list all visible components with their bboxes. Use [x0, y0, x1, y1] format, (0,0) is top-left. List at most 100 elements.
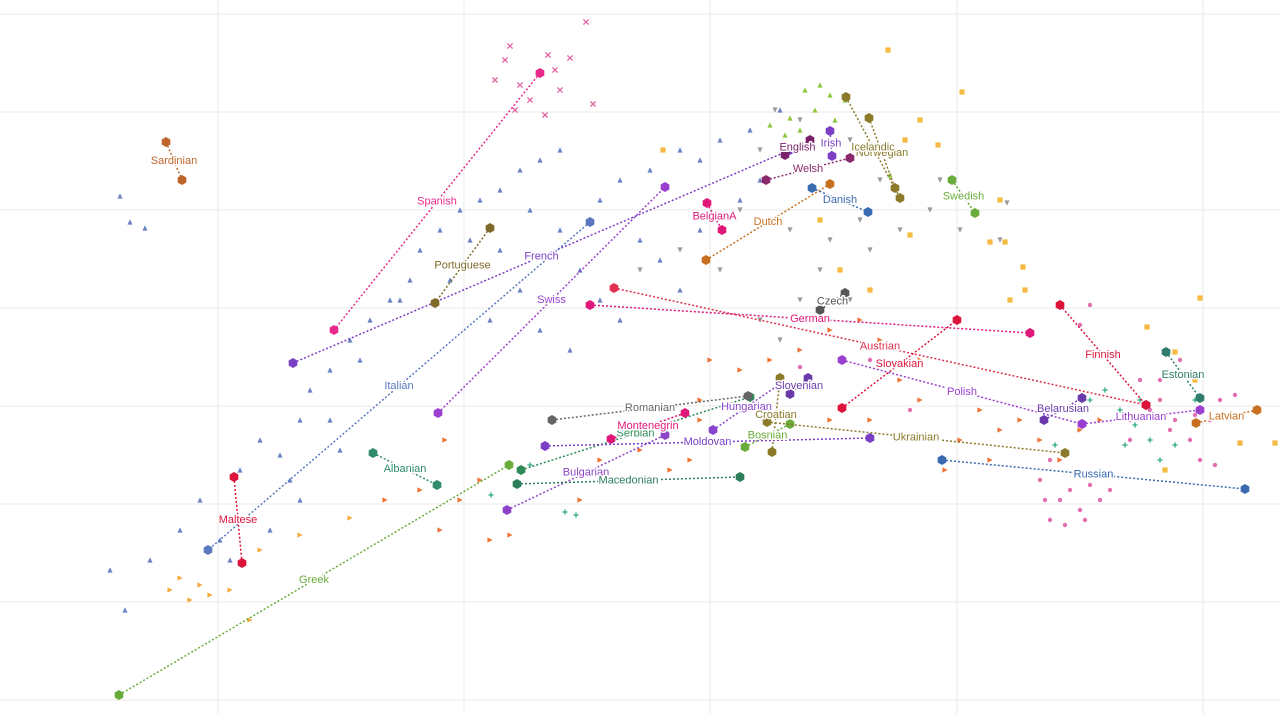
data-point: [1082, 517, 1088, 523]
data-point: [1047, 457, 1053, 463]
data-point: [637, 267, 643, 273]
data-point: [227, 587, 233, 593]
data-point: [1052, 442, 1058, 448]
data-point: [1002, 239, 1008, 245]
data-point: [1017, 417, 1023, 423]
group-label: Bulgarian: [563, 466, 609, 478]
group-point: [368, 448, 378, 458]
group-point: [229, 472, 239, 482]
data-point: [177, 527, 183, 533]
data-point: [797, 297, 803, 303]
data-point: [1132, 422, 1138, 428]
group-point: [585, 217, 595, 227]
data-point: [947, 387, 953, 393]
data-point: [1007, 297, 1013, 303]
data-point: [1037, 437, 1043, 443]
data-point: [917, 357, 923, 363]
data-point: [477, 197, 483, 203]
data-point: [757, 177, 763, 183]
data-point: [122, 607, 128, 613]
group-line: [434, 227, 491, 304]
data-point: [497, 187, 503, 193]
group-label: Slovenian: [775, 380, 823, 392]
group-point: [865, 433, 875, 443]
group-label: Macedonian: [599, 474, 659, 486]
data-point: [1187, 437, 1193, 443]
data-point: [797, 364, 803, 370]
group-line: [613, 287, 1147, 406]
data-point: [562, 509, 568, 515]
data-point: [677, 147, 683, 153]
data-point: [297, 417, 303, 423]
group-point: [114, 690, 124, 700]
group-point: [502, 505, 512, 515]
data-point: [257, 437, 263, 443]
group-point: [660, 430, 670, 440]
group-label: Moldovan: [684, 436, 732, 448]
data-point: [237, 467, 243, 473]
data-point: [382, 497, 388, 503]
group-line: [941, 459, 1246, 490]
data-point: [935, 142, 941, 148]
data-point: [782, 132, 788, 138]
data-point: [959, 89, 965, 95]
data-point: [437, 227, 443, 233]
data-point: [667, 467, 673, 473]
group-line: [1165, 351, 1201, 399]
data-point: [660, 147, 666, 153]
data-point: [1097, 497, 1103, 503]
data-point: [488, 492, 494, 498]
group-point: [1060, 448, 1070, 458]
group-point: [807, 183, 817, 193]
group-point: [827, 151, 837, 161]
data-point: [197, 582, 203, 588]
data-point: [897, 377, 903, 383]
data-point: [827, 237, 833, 243]
data-point: [697, 157, 703, 163]
data-point: [697, 227, 703, 233]
data-point: [551, 66, 559, 74]
data-point: [1102, 387, 1108, 393]
data-point: [697, 397, 703, 403]
group-label: Maltese: [219, 514, 258, 526]
group-point: [825, 126, 835, 136]
data-point: [1197, 457, 1203, 463]
group-point: [485, 223, 495, 233]
data-point: [347, 337, 353, 343]
group-label: Norwegian: [856, 147, 909, 159]
group-line: [118, 464, 510, 696]
group-point: [841, 92, 851, 102]
data-point: [697, 417, 703, 423]
data-point: [1167, 427, 1173, 433]
group-point: [743, 391, 753, 401]
data-point: [677, 247, 683, 253]
data-point: [1087, 482, 1093, 488]
group-point: [845, 153, 855, 163]
data-point: [589, 100, 597, 108]
data-point: [544, 51, 552, 59]
data-point: [1087, 397, 1093, 403]
group-point: [288, 358, 298, 368]
data-point: [937, 177, 943, 183]
group-label: Irish: [821, 137, 842, 149]
data-point: [867, 417, 873, 423]
data-point: [832, 117, 838, 123]
data-point: [537, 157, 543, 163]
group-label: Bosnian: [748, 429, 788, 441]
data-point: [885, 47, 891, 53]
data-point: [577, 497, 583, 503]
data-point: [1087, 302, 1093, 308]
data-point: [1197, 295, 1203, 301]
data-point: [637, 237, 643, 243]
group-point: [890, 183, 900, 193]
group-line: [1059, 304, 1147, 406]
group-point: [825, 179, 835, 189]
data-point: [877, 337, 883, 343]
data-point: [737, 207, 743, 213]
data-point: [407, 277, 413, 283]
group-label: Latvian: [1209, 410, 1244, 422]
data-point: [417, 247, 423, 253]
data-point: [1172, 442, 1178, 448]
group-point: [516, 465, 526, 475]
group-point: [947, 175, 957, 185]
